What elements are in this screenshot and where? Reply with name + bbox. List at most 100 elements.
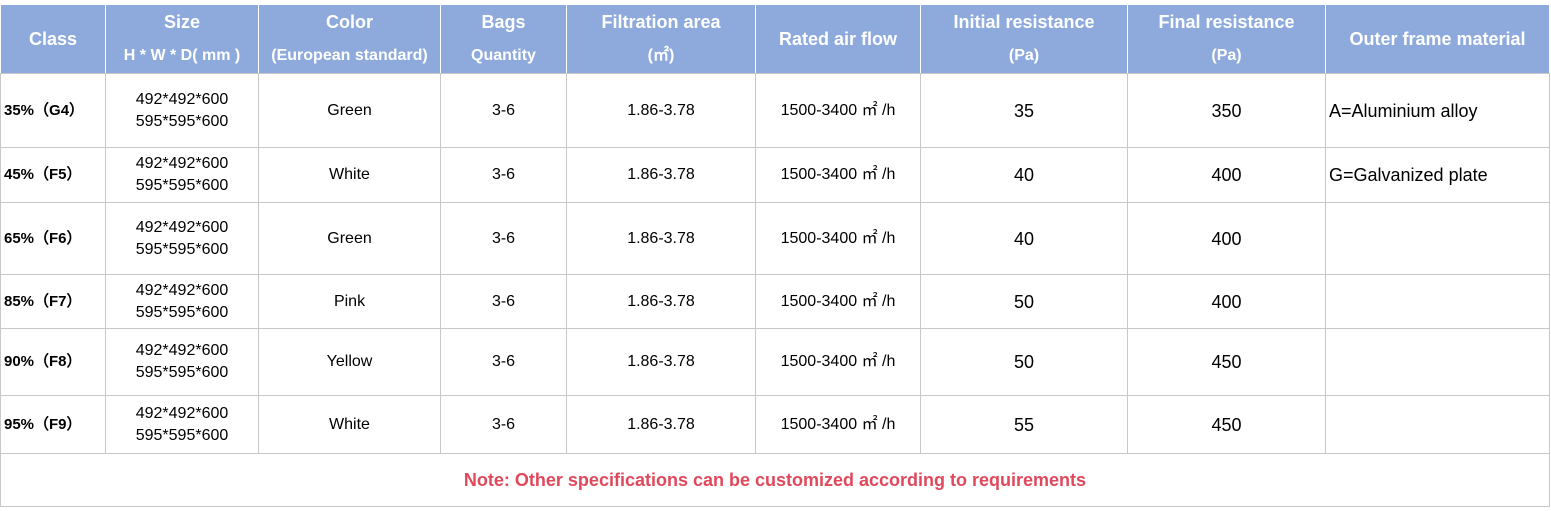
bags-cell: 3-6 [440,147,567,203]
header-text: (㎡) [647,47,675,64]
area-cell: 1.86-3.78 [566,202,756,275]
data-row: 35%（G4） 492*492*600 595*595*600 Green 3-6 1.8… [0,73,1550,148]
final-cell: 450 [1127,395,1326,454]
size-text: 492*492*600 [135,218,229,236]
initial-cell: 50 [920,328,1128,396]
final-cell: 400 [1127,147,1326,203]
size-cell: 492*492*600 595*595*600 [105,395,259,454]
flow-cell: 1500-3400 ㎡ /h [755,328,921,396]
size-text: 595*595*600 [135,303,229,321]
header-text: (Pa) [1008,47,1040,64]
header-cell: Class [0,4,106,74]
flow-cell: 1500-3400 ㎡ /h [755,202,921,275]
area-cell: 1.86-3.78 [566,147,756,203]
size-text: 595*595*600 [135,177,229,194]
size-text: 595*595*600 [135,112,229,130]
note-row: Note: Other specifications can be custom… [0,453,1550,507]
header-text: Final resistance [1158,12,1295,32]
size-cell: 492*492*600 595*595*600 [105,147,259,203]
class-cell: 90%（F8） [0,328,106,396]
flow-cell: 1500-3400 ㎡ /h [755,147,921,203]
header-text: Bags [481,12,526,32]
class-cell: 95%（F9） [0,395,106,454]
header-cell: Initial resistance (Pa) [920,4,1128,74]
initial-cell: 35 [920,73,1128,148]
bags-cell: 3-6 [440,274,567,329]
class-cell: 85%（F7） [0,274,106,329]
size-cell: 492*492*600 595*595*600 [105,202,259,275]
header-cell: Color (European standard) [258,4,441,74]
header-text: Initial resistance [953,12,1095,32]
size-text: 492*492*600 [135,155,229,172]
final-cell: 350 [1127,73,1326,148]
header-cell: Filtration area (㎡) [566,4,756,74]
size-cell: 492*492*600 595*595*600 [105,73,259,148]
material-cell [1325,395,1550,454]
data-row: 95%（F9） 492*492*600 595*595*600 White 3-6 1.8… [0,395,1550,454]
size-text: 492*492*600 [135,342,229,359]
size-text: 595*595*600 [135,240,229,258]
material-cell [1325,274,1550,329]
size-text: 595*595*600 [135,364,229,381]
header-cell: Bags Quantity [440,4,567,74]
size-cell: 492*492*600 595*595*600 [105,328,259,396]
data-row: 85%（F7） 492*492*600 595*595*600 Pink 3-6 1.86… [0,274,1550,329]
material-cell [1325,328,1550,396]
initial-cell: 55 [920,395,1128,454]
color-cell: Pink [258,274,441,329]
area-cell: 1.86-3.78 [566,73,756,148]
header-cell: Final resistance (Pa) [1127,4,1326,74]
material-cell: G=Galvanized plate [1325,147,1550,203]
area-cell: 1.86-3.78 [566,328,756,396]
header-cell: Outer frame material [1325,4,1550,74]
flow-cell: 1500-3400 ㎡ /h [755,73,921,148]
flow-cell: 1500-3400 ㎡ /h [755,395,921,454]
area-cell: 1.86-3.78 [566,395,756,454]
class-cell: 65%（F6） [0,202,106,275]
final-cell: 450 [1127,328,1326,396]
header-text: (European standard) [271,47,428,64]
initial-cell: 40 [920,147,1128,203]
area-cell: 1.86-3.78 [566,274,756,329]
final-cell: 400 [1127,274,1326,329]
class-cell: 45%（F5） [0,147,106,203]
header-text: Size [163,12,201,32]
color-cell: White [258,395,441,454]
color-cell: Green [258,202,441,275]
initial-cell: 40 [920,202,1128,275]
color-cell: Yellow [258,328,441,396]
color-cell: White [258,147,441,203]
size-text: 492*492*600 [135,90,229,108]
final-cell: 400 [1127,202,1326,275]
header-text: Rated air flow [778,29,898,49]
data-row: 45%（F5） 492*492*600 595*595*600 White 3-6 1.8… [0,147,1550,203]
header-text: H * W * D( mm ) [123,47,241,64]
header-text: Outer frame material [1349,29,1526,49]
size-cell: 492*492*600 595*595*600 [105,274,259,329]
bags-cell: 3-6 [440,395,567,454]
data-row: 65%（F6） 492*492*600 595*595*600 Green 3-6 1.8… [0,202,1550,275]
data-row: 90%（F8） 492*492*600 595*595*600 Yellow 3-6 1.… [0,328,1550,396]
size-text: 595*595*600 [135,426,229,444]
header-text: Quantity [471,47,536,64]
initial-cell: 50 [920,274,1128,329]
header-cell: Rated air flow [755,4,921,74]
header-text: Color [326,12,373,32]
note-cell: Note: Other specifications can be custom… [0,453,1550,507]
bags-cell: 3-6 [440,202,567,275]
header-text: (Pa) [1211,47,1242,64]
header-text: Class [28,29,78,49]
header-cell: Size H * W * D( mm ) [105,4,259,74]
header-text: Filtration area [601,12,721,32]
class-cell: 35%（G4） [0,73,106,148]
color-cell: Green [258,73,441,148]
bags-cell: 3-6 [440,328,567,396]
material-cell: A=Aluminium alloy [1325,73,1550,148]
header-row: Class Size H * W * D( mm ) Color (European s… [0,4,1550,74]
spec-table: Class Size H * W * D( mm ) Color (European s… [0,4,1550,507]
size-text: 492*492*600 [135,404,229,422]
flow-cell: 1500-3400 ㎡ /h [755,274,921,329]
bags-cell: 3-6 [440,73,567,148]
material-cell [1325,202,1550,275]
